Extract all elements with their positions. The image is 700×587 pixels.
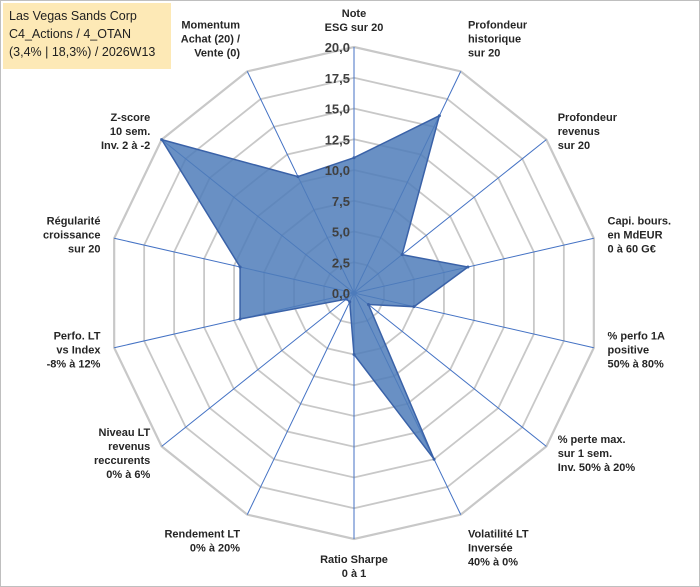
data-point [348,300,352,304]
axis-label: -8% à 12% [47,358,101,370]
axis-label: Volatilité LT [468,528,529,540]
axis-spoke [161,292,355,447]
data-point [296,175,300,179]
data-point [352,156,356,160]
axis-label: en MdEUR [608,230,663,242]
axis-label: Niveau LT [99,427,151,439]
axis-label: Ratio Sharpe [320,554,388,566]
axis-label: revenus [558,126,600,138]
axis-label: vs Index [56,344,101,356]
axis-label: Profondeur [558,112,618,124]
axis-label: Perfo. LT [54,330,101,342]
tick-label: 5,0 [332,225,350,240]
axis-label: Inv. 2 à -2 [101,140,150,152]
axis-label: Capi. bours. [608,216,672,228]
axis-label: sur 20 [468,48,500,60]
data-point [344,297,348,301]
tick-label: 15,0 [325,102,350,117]
title-stats: (3,4% | 18,3%) / 2026W13 [9,45,156,59]
axis-label: Momentum [181,20,240,32]
axis-label-layer: Note ESG sur 20 Profondeur historique sur 20… [43,8,671,580]
axis-label: sur 20 [68,244,100,256]
axis-label: Régularité [47,216,101,228]
axis-label: 0% à 6% [106,469,150,481]
tick-label: 17,5 [325,71,350,86]
axis-label: Achat (20) / [181,34,240,46]
axis-label: Vente (0) [194,48,240,60]
axis-label: Note [342,8,366,20]
tick-layer: 0,0 2,5 5,0 7,5 10,0 12,5 15,0 17,5 20,0 [325,40,350,301]
tick-label: 20,0 [325,40,350,55]
axis-label: positive [608,344,650,356]
axis-spoke [353,292,547,447]
data-point [238,317,242,321]
axis-label: Z-score [111,112,151,124]
axis-label: 0% à 20% [190,542,240,554]
axis-label: 50% à 80% [608,358,664,370]
axis-label: sur 20 [558,140,590,152]
axis-label: Inversée [468,542,513,554]
data-point [432,457,436,461]
axis-label: reccurents [94,455,150,467]
tick-label: 2,5 [332,255,350,270]
axis-label: 40% à 0% [468,556,518,568]
axis-label: % perfo 1A [608,330,666,342]
axis-label: Inv. 50% à 20% [558,462,636,474]
axis-label: 0 à 60 G€ [608,244,656,256]
data-point [400,253,404,257]
axis-label: Rendement LT [164,528,240,540]
axis-label: revenus [108,441,150,453]
data-point [366,303,370,307]
data-point [238,265,242,269]
series-layer [160,114,470,461]
axis-label: Profondeur [468,20,528,32]
tick-label: 0,0 [332,286,350,301]
axis-label: 10 sem. [110,126,150,138]
axis-label: sur 1 sem. [558,448,612,460]
axis-label: ESG sur 20 [325,22,384,34]
title-category: C4_Actions / 4_OTAN [9,27,132,41]
tick-label: 10,0 [325,163,350,178]
data-point [412,305,416,309]
title-company: Las Vegas Sands Corp [9,9,137,23]
axis-label: 0 à 1 [342,568,366,580]
data-point [352,353,356,356]
axis-label: % perte max. [558,434,626,446]
axis-label: croissance [43,230,100,242]
axis-label: historique [468,34,521,46]
title-box: Las Vegas Sands Corp C4_Actions / 4_OTAN… [3,3,171,69]
axis-spoke [246,292,355,515]
data-point [160,138,164,142]
data-point [466,265,470,269]
tick-label: 7,5 [332,194,350,209]
data-point [437,114,441,118]
tick-label: 12,5 [325,132,350,147]
